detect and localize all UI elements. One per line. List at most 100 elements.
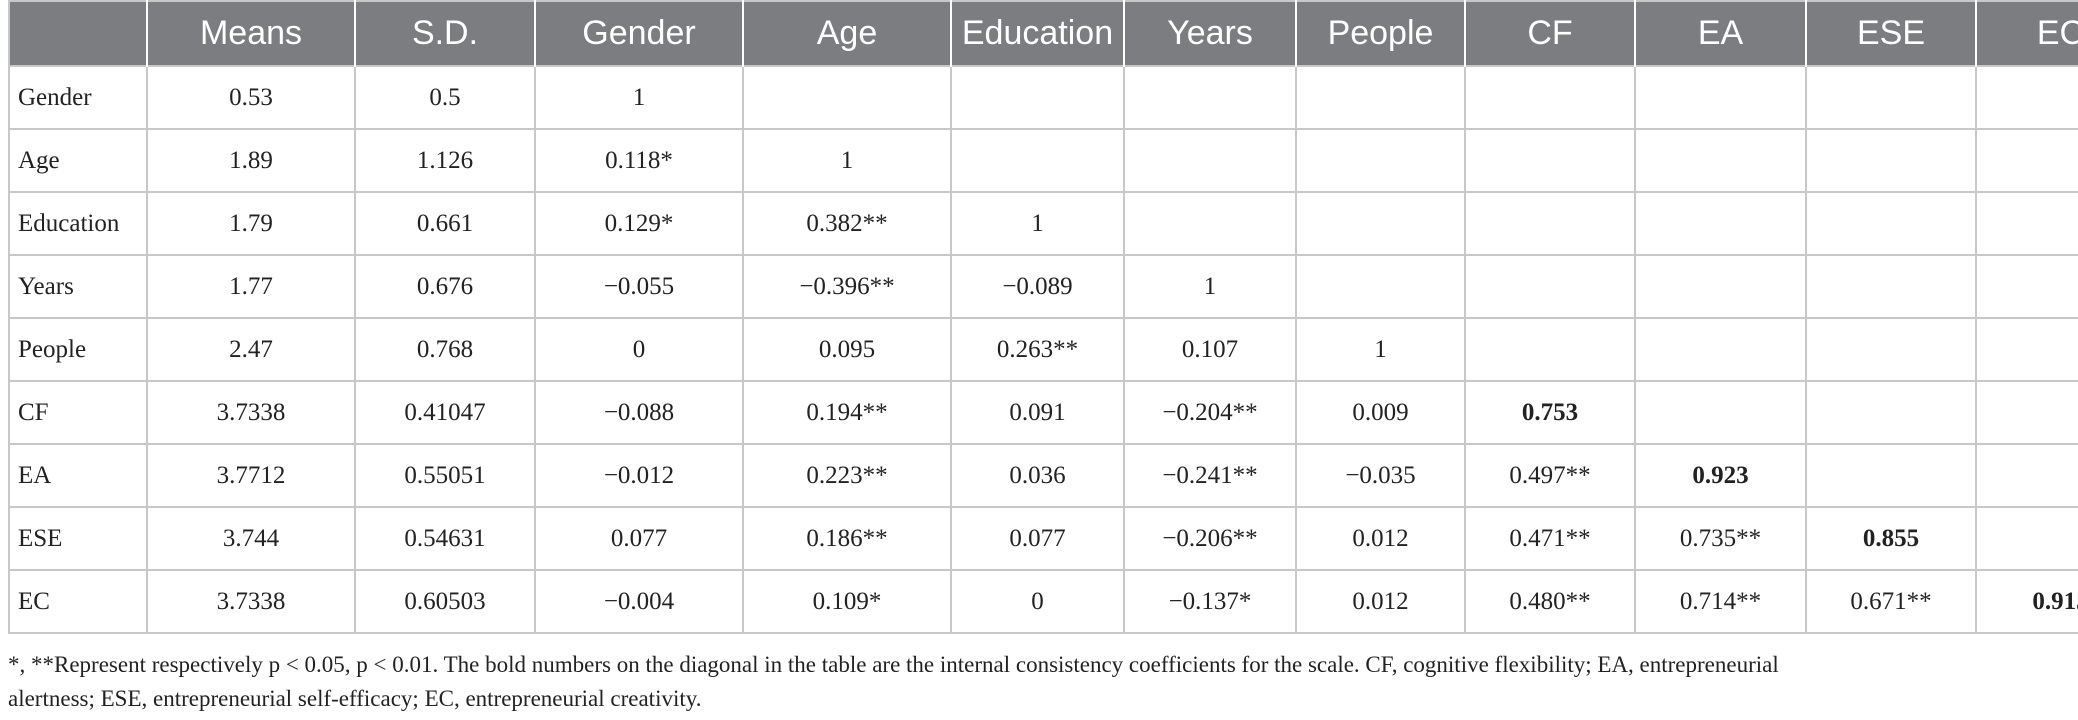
table-cell: 1 — [950, 191, 1125, 256]
row-label: People — [8, 317, 148, 382]
table-cell: 1.79 — [146, 191, 356, 256]
table-row: Gender 0.53 0.5 1 — [8, 65, 2078, 130]
table-cell — [1975, 317, 2078, 382]
table-footnote: *, **Represent respectively p < 0.05, p … — [8, 648, 2074, 716]
table-cell — [1464, 317, 1636, 382]
table-cell — [1975, 191, 2078, 256]
table-cell: 0.223** — [742, 443, 952, 508]
row-label: Age — [8, 128, 148, 193]
table-cell: 0.735** — [1634, 506, 1807, 571]
table-cell: 0.915 — [1975, 569, 2078, 634]
table-cell: −0.241** — [1123, 443, 1297, 508]
table-cell — [1805, 254, 1977, 319]
header-cell-gender: Gender — [534, 1, 743, 66]
header-cell-people: People — [1295, 1, 1465, 66]
table-cell — [1464, 65, 1636, 130]
header-cell-age: Age — [742, 1, 951, 66]
table-cell: 0.118* — [534, 128, 744, 193]
table-cell — [1295, 65, 1466, 130]
table-row: CF 3.7338 0.41047 −0.088 0.194** 0.091 −0.204*… — [8, 380, 2078, 445]
table-cell: 0.676 — [354, 254, 536, 319]
table-cell — [1464, 254, 1636, 319]
table-cell — [1464, 191, 1636, 256]
table-cell: 0.036 — [950, 443, 1125, 508]
table-cell: 0.768 — [354, 317, 536, 382]
table-cell — [1464, 128, 1636, 193]
table-cell: 0.753 — [1464, 380, 1636, 445]
table-cell — [742, 65, 952, 130]
table-cell — [1123, 191, 1297, 256]
table-cell: 0.60503 — [354, 569, 536, 634]
table-cell: 0.012 — [1295, 506, 1466, 571]
table-cell — [1634, 65, 1807, 130]
table-cell — [1975, 254, 2078, 319]
table-cell: 0.480** — [1464, 569, 1636, 634]
table-cell: 1 — [1123, 254, 1297, 319]
table-cell — [1805, 317, 1977, 382]
table-cell: −0.088 — [534, 380, 744, 445]
table-row: EA 3.7712 0.55051 −0.012 0.223** 0.036 −0.241*… — [8, 443, 2078, 508]
table-cell: 0.194** — [742, 380, 952, 445]
row-label: EA — [8, 443, 148, 508]
table-cell — [1805, 380, 1977, 445]
table-body: Gender 0.53 0.5 1 Age 1.89 1.126 0.118* 1 Educati… — [8, 65, 2078, 634]
table-cell: 3.7338 — [146, 569, 356, 634]
header-cell-education: Education — [950, 1, 1124, 66]
footnote-line-2: alertness; ESE, entrepreneurial self-eff… — [8, 686, 702, 711]
table-cell: 1 — [1295, 317, 1466, 382]
table-cell: 0.661 — [354, 191, 536, 256]
table-cell: −0.089 — [950, 254, 1125, 319]
table-cell: 0.497** — [1464, 443, 1636, 508]
row-label: Years — [8, 254, 148, 319]
table-cell — [1975, 443, 2078, 508]
table-cell: 0.012 — [1295, 569, 1466, 634]
table-cell — [1634, 380, 1807, 445]
row-label: Education — [8, 191, 148, 256]
header-cell-ese: ESE — [1805, 1, 1976, 66]
table-cell: 0.077 — [950, 506, 1125, 571]
correlation-table-container: Means S.D. Gender Age Education Years People CF… — [8, 0, 2078, 634]
table-cell: 0.077 — [534, 506, 744, 571]
table-cell — [1634, 128, 1807, 193]
correlation-table: Means S.D. Gender Age Education Years People CF… — [8, 0, 2078, 634]
table-cell — [1295, 191, 1466, 256]
table-cell: 0.382** — [742, 191, 952, 256]
table-cell: 0.41047 — [354, 380, 536, 445]
row-label: CF — [8, 380, 148, 445]
header-cell-cf: CF — [1464, 1, 1635, 66]
table-row: People 2.47 0.768 0 0.095 0.263** 0.107 1 — [8, 317, 2078, 382]
table-cell: −0.206** — [1123, 506, 1297, 571]
table-cell: 0.55051 — [354, 443, 536, 508]
table-cell: 0.5 — [354, 65, 536, 130]
table-cell — [1975, 506, 2078, 571]
table-cell — [1805, 191, 1977, 256]
table-cell: 3.744 — [146, 506, 356, 571]
table-cell — [1295, 254, 1466, 319]
header-cell-ec: EC — [1975, 1, 2078, 66]
table-cell: 0.129* — [534, 191, 744, 256]
table-cell: −0.137* — [1123, 569, 1297, 634]
table-row: Years 1.77 0.676 −0.055 −0.396** −0.089 1 — [8, 254, 2078, 319]
table-cell: 0.107 — [1123, 317, 1297, 382]
table-header: Means S.D. Gender Age Education Years People CF… — [9, 1, 2078, 66]
table-cell — [1975, 65, 2078, 130]
table-cell: 0 — [534, 317, 744, 382]
table-cell — [1975, 380, 2078, 445]
table-cell: 0 — [950, 569, 1125, 634]
table-cell: −0.012 — [534, 443, 744, 508]
table-cell — [1123, 65, 1297, 130]
footnote-line-1: *, **Represent respectively p < 0.05, p … — [8, 652, 1779, 677]
table-cell: 0.471** — [1464, 506, 1636, 571]
table-cell: 0.714** — [1634, 569, 1807, 634]
table-row: EC 3.7338 0.60503 −0.004 0.109* 0 −0.137* 0.012… — [8, 569, 2078, 634]
table-cell: 1.126 — [354, 128, 536, 193]
header-cell-years: Years — [1123, 1, 1296, 66]
row-label: EC — [8, 569, 148, 634]
table-row: Education 1.79 0.661 0.129* 0.382** 1 — [8, 191, 2078, 256]
table-cell — [1634, 191, 1807, 256]
table-cell: 1.77 — [146, 254, 356, 319]
table-cell — [1805, 128, 1977, 193]
table-row: ESE 3.744 0.54631 0.077 0.186** 0.077 −0.206**… — [8, 506, 2078, 571]
table-cell: 0.095 — [742, 317, 952, 382]
header-cell-blank — [9, 1, 147, 66]
